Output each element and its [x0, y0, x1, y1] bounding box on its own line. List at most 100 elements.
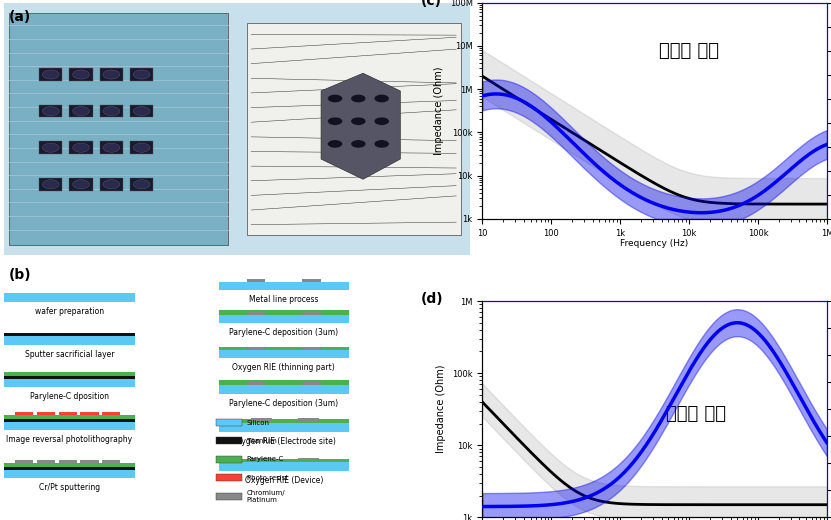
Circle shape [103, 70, 120, 79]
Circle shape [351, 117, 366, 125]
Bar [9, 12, 228, 245]
Circle shape [374, 117, 389, 125]
Bar [216, 437, 242, 445]
Bar [100, 178, 123, 191]
Bar [130, 105, 153, 118]
Circle shape [72, 70, 90, 79]
Bar [247, 347, 265, 350]
Bar [216, 492, 242, 500]
Bar [39, 178, 62, 191]
Text: Parylene-C deposition (3um): Parylene-C deposition (3um) [229, 328, 338, 337]
Bar [70, 141, 93, 154]
Text: Metal line process: Metal line process [249, 295, 318, 304]
Bar [58, 412, 76, 415]
Bar [216, 474, 242, 482]
Circle shape [72, 107, 90, 115]
Bar [4, 466, 135, 470]
Text: (b): (b) [9, 268, 32, 281]
Bar [100, 105, 123, 118]
Bar [4, 379, 135, 387]
Circle shape [42, 180, 59, 189]
Bar [219, 459, 349, 462]
Bar [219, 462, 349, 471]
Bar [130, 178, 153, 191]
Bar [219, 282, 349, 290]
Circle shape [133, 180, 150, 189]
Bar [219, 419, 349, 423]
Text: Titanium: Titanium [247, 438, 278, 444]
Bar [251, 458, 272, 461]
Circle shape [351, 95, 366, 102]
X-axis label: Frequency (Hz): Frequency (Hz) [621, 239, 689, 248]
Text: Sputter sacrificial layer: Sputter sacrificial layer [25, 349, 114, 359]
Text: (d): (d) [420, 292, 443, 306]
Bar [37, 412, 55, 415]
Text: Parylene-C deposition (3um): Parylene-C deposition (3um) [229, 399, 338, 408]
Circle shape [72, 180, 90, 189]
Bar [15, 412, 33, 415]
Text: (a): (a) [9, 10, 31, 24]
Bar [302, 382, 321, 385]
Bar [4, 415, 135, 419]
Bar [251, 418, 272, 421]
Bar [297, 458, 319, 461]
Circle shape [374, 140, 389, 148]
Bar [39, 68, 62, 81]
Bar [247, 382, 265, 385]
Circle shape [351, 140, 366, 148]
Text: wafer preparation: wafer preparation [35, 307, 104, 316]
Bar [70, 68, 93, 81]
Bar [297, 418, 319, 421]
Bar [4, 333, 135, 336]
Bar [130, 141, 153, 154]
Bar [247, 312, 265, 315]
Text: 바늘형 전극: 바늘형 전극 [666, 405, 726, 423]
Text: Oxygen RIE (Device): Oxygen RIE (Device) [244, 476, 323, 485]
Bar [102, 412, 120, 415]
Bar [4, 376, 135, 379]
Polygon shape [321, 73, 401, 179]
Y-axis label: Impedance (Ohm): Impedance (Ohm) [434, 67, 444, 155]
Bar [302, 279, 321, 282]
Circle shape [42, 143, 59, 152]
Circle shape [103, 107, 120, 115]
Bar [302, 347, 321, 350]
Bar [81, 460, 99, 463]
Circle shape [327, 117, 342, 125]
Bar [70, 105, 93, 118]
Bar [100, 141, 123, 154]
Circle shape [42, 107, 59, 115]
Circle shape [103, 143, 120, 152]
Text: Image reversal photolithography: Image reversal photolithography [7, 435, 132, 445]
Text: Cr/Pt sputtering: Cr/Pt sputtering [39, 483, 100, 492]
Bar [4, 470, 135, 478]
Bar [219, 350, 349, 358]
Text: 표면형 전극: 표면형 전극 [659, 42, 719, 59]
Text: Oxygen RIE (Electrode site): Oxygen RIE (Electrode site) [231, 437, 337, 446]
Bar [247, 279, 265, 282]
Bar [4, 336, 135, 345]
Circle shape [133, 107, 150, 115]
Bar [39, 141, 62, 154]
Y-axis label: Impedance (Ohm): Impedance (Ohm) [436, 365, 446, 453]
Bar [70, 178, 93, 191]
Bar [102, 460, 120, 463]
Text: Parylene-C dposition: Parylene-C dposition [30, 393, 109, 401]
Text: Silicon: Silicon [247, 420, 269, 425]
Circle shape [103, 180, 120, 189]
Bar [15, 460, 33, 463]
Text: Parylene-C: Parylene-C [247, 457, 283, 462]
Bar [4, 422, 135, 431]
Bar [100, 68, 123, 81]
Bar [216, 419, 242, 426]
Bar [247, 23, 461, 235]
Circle shape [133, 70, 150, 79]
Text: Chromium/
Platinum: Chromium/ Platinum [247, 490, 285, 503]
Bar [4, 293, 135, 302]
Bar [216, 456, 242, 463]
Bar [58, 460, 76, 463]
Bar [219, 310, 349, 315]
Bar [302, 312, 321, 315]
Circle shape [42, 70, 59, 79]
Text: Oxygen RIE (thinning part): Oxygen RIE (thinning part) [233, 363, 335, 372]
